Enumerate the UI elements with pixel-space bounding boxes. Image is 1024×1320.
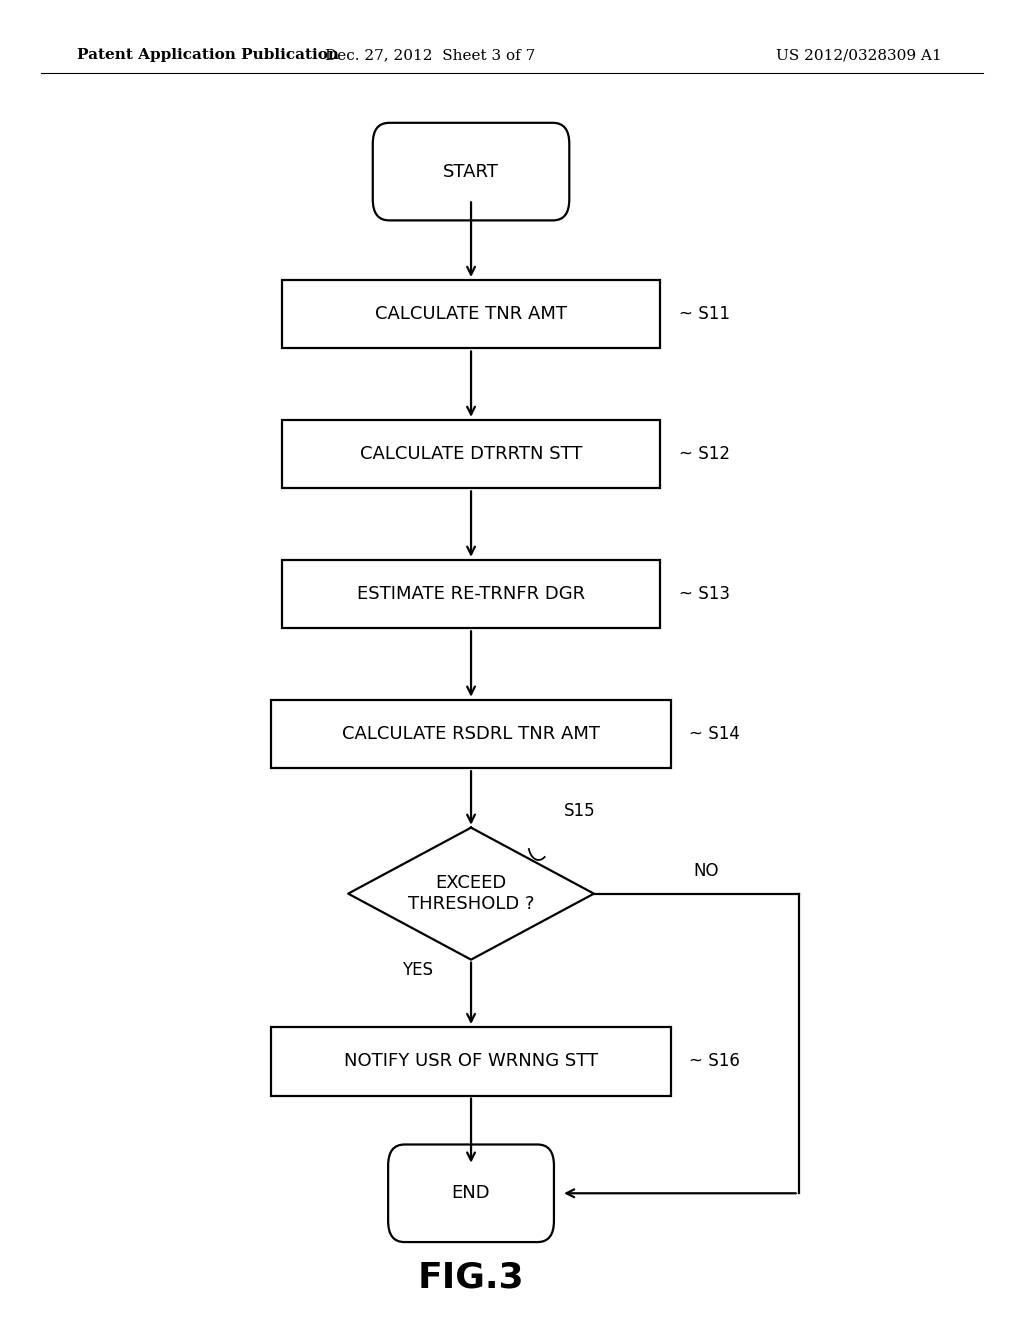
Text: US 2012/0328309 A1: US 2012/0328309 A1 bbox=[776, 49, 942, 62]
FancyBboxPatch shape bbox=[282, 420, 660, 488]
Text: Patent Application Publication: Patent Application Publication bbox=[77, 49, 339, 62]
Text: ~ S12: ~ S12 bbox=[679, 445, 730, 463]
Text: CALCULATE TNR AMT: CALCULATE TNR AMT bbox=[375, 305, 567, 323]
FancyBboxPatch shape bbox=[282, 560, 660, 628]
Text: ~ S14: ~ S14 bbox=[689, 725, 740, 743]
Text: EXCEED
THRESHOLD ?: EXCEED THRESHOLD ? bbox=[408, 874, 535, 913]
Text: ESTIMATE RE-TRNFR DGR: ESTIMATE RE-TRNFR DGR bbox=[357, 585, 585, 603]
FancyBboxPatch shape bbox=[271, 700, 671, 768]
Text: ~ S11: ~ S11 bbox=[679, 305, 730, 323]
Text: FIG.3: FIG.3 bbox=[418, 1261, 524, 1295]
Text: CALCULATE DTRRTN STT: CALCULATE DTRRTN STT bbox=[359, 445, 583, 463]
Text: ~ S16: ~ S16 bbox=[689, 1052, 740, 1071]
Text: END: END bbox=[452, 1184, 490, 1203]
FancyBboxPatch shape bbox=[373, 123, 569, 220]
Text: Dec. 27, 2012  Sheet 3 of 7: Dec. 27, 2012 Sheet 3 of 7 bbox=[325, 49, 536, 62]
FancyBboxPatch shape bbox=[282, 280, 660, 348]
FancyBboxPatch shape bbox=[271, 1027, 671, 1096]
Text: S15: S15 bbox=[564, 803, 596, 820]
FancyBboxPatch shape bbox=[388, 1144, 554, 1242]
Text: START: START bbox=[443, 162, 499, 181]
Polygon shape bbox=[348, 828, 594, 960]
Text: YES: YES bbox=[402, 961, 433, 979]
Text: NO: NO bbox=[694, 862, 719, 880]
Text: NOTIFY USR OF WRNNG STT: NOTIFY USR OF WRNNG STT bbox=[344, 1052, 598, 1071]
Text: ~ S13: ~ S13 bbox=[679, 585, 730, 603]
Text: CALCULATE RSDRL TNR AMT: CALCULATE RSDRL TNR AMT bbox=[342, 725, 600, 743]
